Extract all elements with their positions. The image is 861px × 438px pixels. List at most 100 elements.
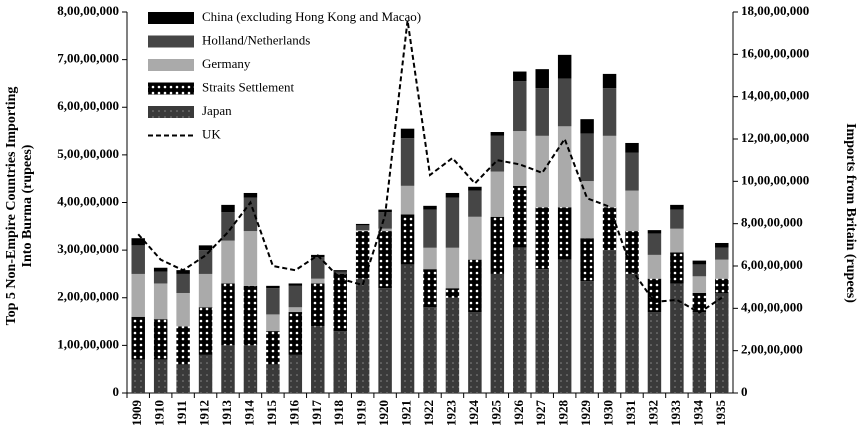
bar-segment xyxy=(557,54,572,79)
x-tick-label: 1934 xyxy=(690,400,705,427)
y-tick-label: 8,00,00,000 xyxy=(57,3,119,18)
y2-tick-label: 0 xyxy=(741,384,748,399)
bar-segment xyxy=(378,212,392,229)
bar-segment xyxy=(513,81,527,132)
y-tick-label: 7,00,00,000 xyxy=(57,51,119,66)
bar-segment xyxy=(602,88,617,136)
bar-segment xyxy=(580,281,594,393)
bar-segment xyxy=(490,273,505,393)
x-tick-label: 1919 xyxy=(354,400,369,427)
bar-segment xyxy=(513,131,527,186)
y2-tick-label: 16,00,00,000 xyxy=(741,45,809,60)
y-axis-title: Top 5 Non-Empire Countries Importing Int… xyxy=(4,86,35,326)
line xyxy=(137,20,723,314)
y-tick-label: 4,00,00,000 xyxy=(57,193,119,208)
legend-label: Germany xyxy=(202,56,251,71)
bar-segment xyxy=(580,181,594,239)
legend-swatch xyxy=(148,59,194,71)
bar-segment xyxy=(557,207,572,260)
bar-segment xyxy=(333,271,347,274)
legend-label: Japan xyxy=(202,103,232,118)
bar-segment xyxy=(535,88,549,136)
bar-segment xyxy=(131,245,145,274)
bar-segment xyxy=(647,230,662,234)
x-tick-label: 1932 xyxy=(645,400,660,426)
y-tick-label: 5,00,00,000 xyxy=(57,146,119,161)
bar-segment xyxy=(221,204,235,213)
bar-segment xyxy=(625,190,639,232)
bar-segment xyxy=(311,257,325,279)
bar-segment xyxy=(445,192,460,198)
x-tick-label: 1916 xyxy=(286,400,301,427)
bar-segment xyxy=(131,359,145,393)
bar-segment xyxy=(490,132,505,136)
x-tick-label: 1931 xyxy=(623,400,638,426)
bar-segment xyxy=(445,247,460,289)
y-tick-label: 1,00,00,000 xyxy=(57,336,119,351)
bar-segment xyxy=(670,209,684,229)
y2-tick-label: 10,00,00,000 xyxy=(741,172,809,187)
y-tick-label: 3,00,00,000 xyxy=(57,241,119,256)
x-tick-label: 1933 xyxy=(668,400,683,427)
x-tick-label: 1930 xyxy=(601,400,616,426)
y2-axis-title: Imports from Britain (rupees) xyxy=(843,123,858,303)
bar-segment xyxy=(692,312,707,393)
bar-segment xyxy=(288,307,303,313)
x-tick-label: 1911 xyxy=(174,400,189,425)
bar-segment xyxy=(647,254,662,279)
legend-swatch xyxy=(148,82,194,95)
bar-segment xyxy=(468,190,482,217)
legend-label: Straits Settlement xyxy=(202,79,294,94)
y2-tick-label: 4,00,00,000 xyxy=(741,299,803,314)
bar-segment xyxy=(423,247,437,270)
bar-segment xyxy=(355,225,370,231)
bar-segment xyxy=(468,259,482,313)
x-tick-label: 1935 xyxy=(713,400,728,427)
bar-segment xyxy=(490,216,505,274)
bar-segment xyxy=(445,197,460,248)
bar-segment xyxy=(243,231,258,286)
bar-segment xyxy=(131,316,145,360)
legend-swatch xyxy=(148,106,194,118)
y2-tick-label: 8,00,00,000 xyxy=(741,215,803,230)
bar-segment xyxy=(692,260,707,265)
x-tick-label: 1925 xyxy=(488,400,503,427)
x-tick-label: 1926 xyxy=(511,400,526,427)
bar-segment xyxy=(221,283,235,346)
x-tick-label: 1928 xyxy=(556,400,571,427)
legend-label: UK xyxy=(202,126,221,141)
bar-segment xyxy=(445,288,460,298)
bar-segment xyxy=(715,259,729,279)
bar-segment xyxy=(288,283,303,286)
bar-segment xyxy=(266,285,280,289)
bar-segment xyxy=(670,252,684,284)
bar-segment xyxy=(378,231,392,289)
bar-segment xyxy=(692,292,707,313)
bar-segment xyxy=(647,233,662,255)
bar-segment xyxy=(692,276,707,293)
bar-segment xyxy=(311,283,325,327)
x-tick-label: 1913 xyxy=(219,400,234,427)
x-tick-label: 1910 xyxy=(152,400,167,426)
bar-segment xyxy=(535,269,549,393)
bar-segment xyxy=(557,259,572,393)
x-tick-label: 1924 xyxy=(466,400,481,427)
bar-segment xyxy=(355,278,370,393)
bar-segment xyxy=(153,271,168,284)
bar-segment xyxy=(715,278,729,293)
x-tick-label: 1927 xyxy=(533,400,548,427)
bar-segment xyxy=(670,228,684,253)
x-tick-label: 1922 xyxy=(421,400,436,426)
legend-swatch xyxy=(148,35,194,48)
bar-segment xyxy=(176,292,190,327)
x-tick-label: 1915 xyxy=(264,400,279,427)
bar-segment xyxy=(176,270,190,274)
bar-segment xyxy=(602,73,617,89)
bar-segment xyxy=(625,142,639,153)
bar-segment xyxy=(445,297,460,393)
bar-segment xyxy=(400,128,415,139)
bar-segment xyxy=(176,326,190,365)
bar-segment xyxy=(557,126,572,208)
